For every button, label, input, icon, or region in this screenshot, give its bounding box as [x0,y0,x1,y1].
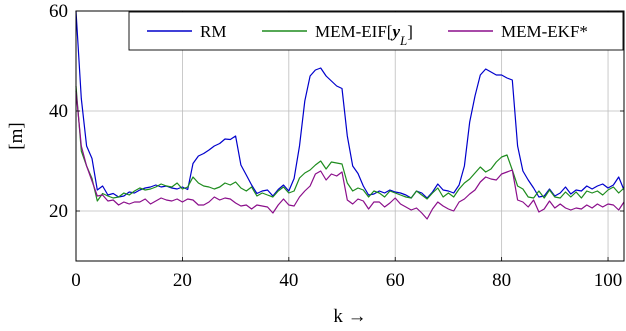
plot-frame [75,10,625,262]
series-line-mem-eif-y-l [75,85,625,202]
x-tick-label: 0 [71,270,81,291]
x-tick-label: 80 [492,270,511,291]
legend-rm-label: RM [200,22,226,41]
legend-mem-ekf-label: MEM-EKF* [501,22,588,41]
y-tick-label: 20 [49,201,68,222]
series-layer [75,10,625,220]
x-axis-label: k → [333,306,366,327]
y-tick-label: 60 [49,1,68,22]
series-line-mem-ekf [75,90,625,220]
legend-box [128,11,624,51]
tick-labels: 0 20 40 60 80 100 20 40 60 [49,1,622,291]
y-axis-label: [m] [6,122,27,149]
x-tick-label: 100 [594,270,623,291]
x-tick-label: 60 [386,270,405,291]
y-tick-label: 40 [49,101,68,122]
x-tick-label: 20 [173,270,192,291]
x-tick-label: 40 [279,270,298,291]
legend: RM MEM-EIF[yL] MEM-EKF* [128,11,624,51]
